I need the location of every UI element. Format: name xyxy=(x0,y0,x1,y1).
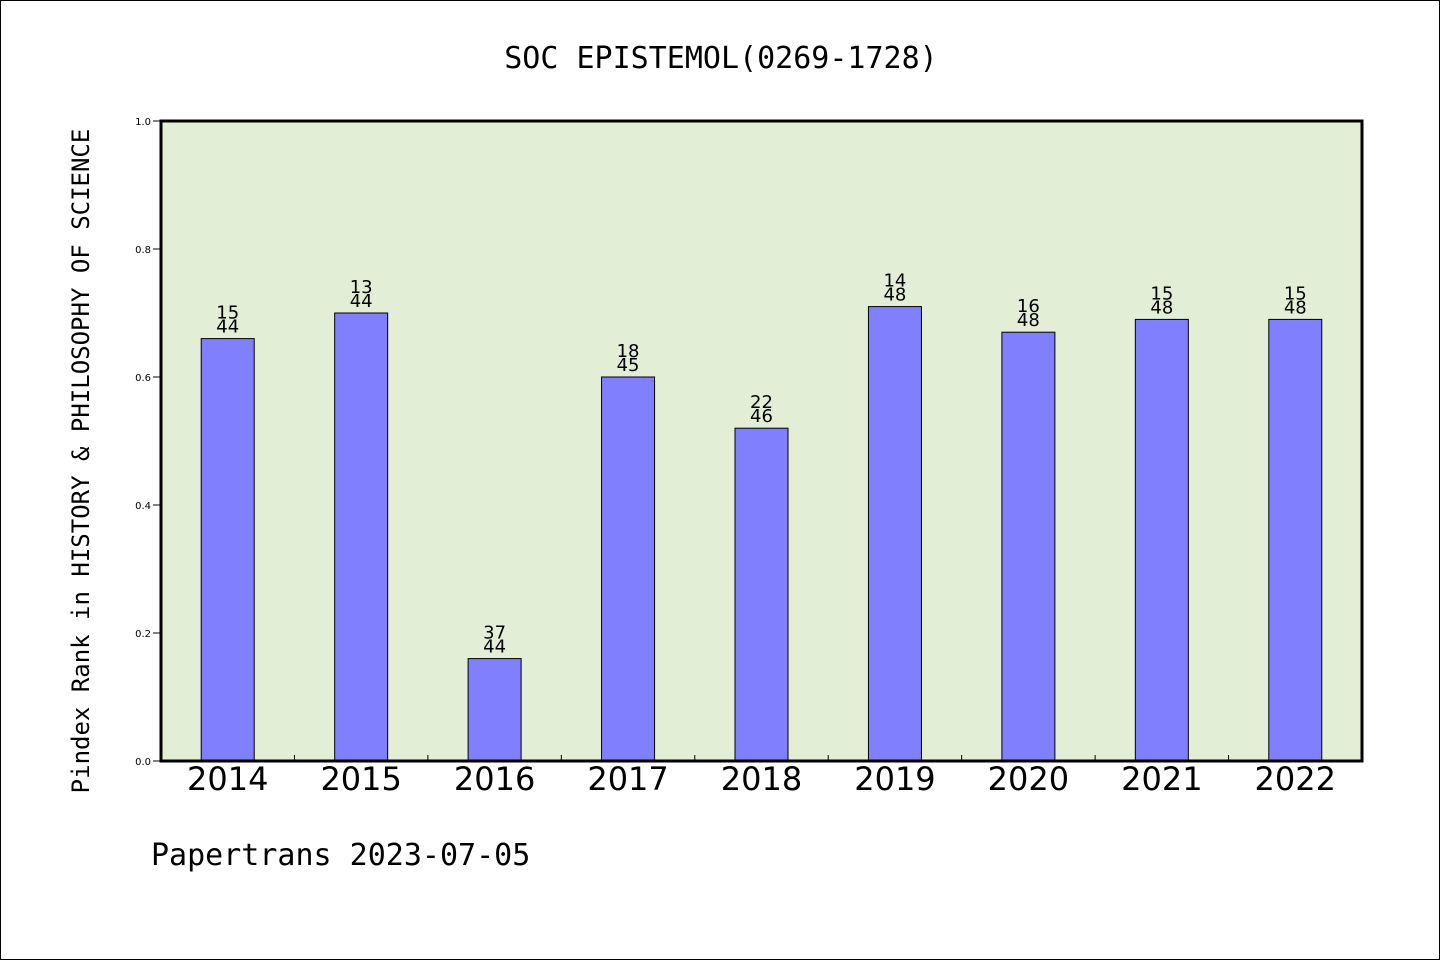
bar-total-label: 48 xyxy=(1017,310,1040,331)
bar xyxy=(1268,318,1323,762)
bar-rank-label: 18 xyxy=(617,341,640,362)
bar xyxy=(1134,318,1189,762)
bar-total-label: 48 xyxy=(883,285,906,306)
chart-title: SOC EPISTEMOL(0269-1728) xyxy=(504,41,937,76)
bar-rank-label: 15 xyxy=(1284,283,1307,304)
bar-rank-label: 15 xyxy=(216,303,239,324)
x-tick-label: 2019 xyxy=(854,760,935,798)
y-tick-label: 1.0 xyxy=(135,117,151,128)
bar-total-label: 48 xyxy=(1284,297,1307,318)
bar xyxy=(200,338,255,762)
bar xyxy=(334,312,389,762)
bar-rank-label: 13 xyxy=(350,277,373,298)
bar-total-label: 48 xyxy=(1150,297,1173,318)
bar xyxy=(467,658,522,762)
bar-total-label: 45 xyxy=(617,355,640,376)
x-tick-label: 2022 xyxy=(1255,760,1336,798)
bar-rank-label: 37 xyxy=(483,623,506,644)
bar xyxy=(601,376,656,762)
x-tick-label: 2018 xyxy=(721,760,802,798)
plot-border xyxy=(159,119,1364,763)
x-tick-label: 2016 xyxy=(454,760,535,798)
x-tick-label: 2015 xyxy=(320,760,401,798)
y-tick-label: 0.4 xyxy=(135,501,151,512)
y-tick-label: 0.0 xyxy=(135,757,151,768)
bar-rank-label: 14 xyxy=(883,271,906,292)
y-tick-label: 0.2 xyxy=(135,629,151,640)
x-axis: 2014 2015 2016 2017 2018 2019 2020 2021 2022 xyxy=(187,755,1336,798)
x-tick-label: 2020 xyxy=(988,760,1069,798)
y-axis: 0.0 0.2 0.4 0.6 0.8 1.0 xyxy=(135,117,161,768)
x-tick-label: 2014 xyxy=(187,760,268,798)
y-axis-label: Pindex Rank in HISTORY & PHILOSOPHY OF S… xyxy=(67,129,95,794)
x-tick-label: 2021 xyxy=(1121,760,1202,798)
bar-rank-label: 16 xyxy=(1017,296,1040,317)
y-tick-label: 0.8 xyxy=(135,245,151,256)
bars-group xyxy=(200,306,1323,762)
bar xyxy=(867,306,922,762)
y-tick-label: 0.6 xyxy=(135,373,151,384)
bar xyxy=(1001,331,1056,762)
bar-total-label: 44 xyxy=(483,637,506,658)
footer-credit: Papertrans 2023-07-05 xyxy=(151,838,530,873)
x-tick-label: 2017 xyxy=(587,760,668,798)
bar-total-label: 44 xyxy=(350,291,373,312)
bar-total-label: 44 xyxy=(216,317,239,338)
bar-rank-label: 15 xyxy=(1150,283,1173,304)
bar-rank-label: 22 xyxy=(750,392,773,413)
bar xyxy=(734,427,789,762)
bar-total-label: 46 xyxy=(750,406,773,427)
